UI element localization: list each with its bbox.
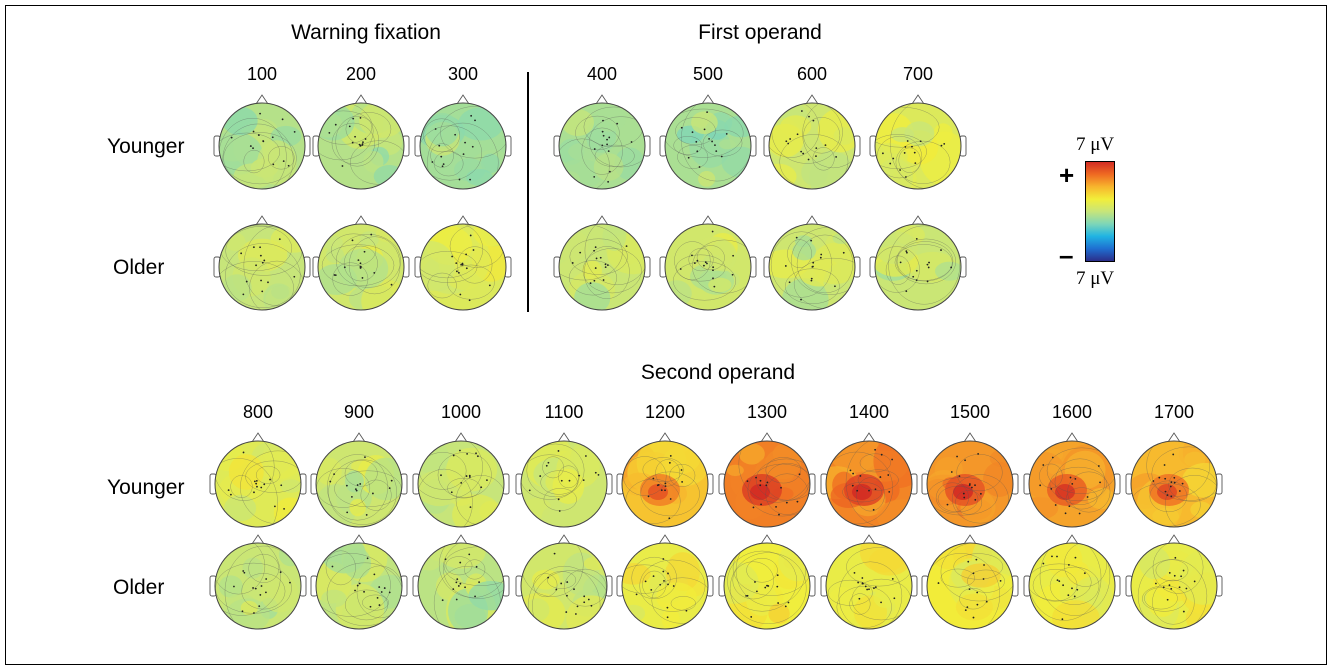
scalp-map (659, 215, 757, 311)
nose-icon (701, 215, 715, 226)
time-label: 1400 (848, 402, 890, 422)
nose-icon (557, 432, 571, 443)
scalp-map (921, 534, 1019, 630)
minus-symbol: – (1059, 240, 1074, 270)
nose-icon (354, 94, 368, 105)
time-label: 1700 (1153, 402, 1195, 422)
nose-icon (963, 432, 977, 443)
nose-icon (454, 534, 468, 545)
time-label: 1000 (440, 402, 482, 422)
section-divider (527, 72, 529, 312)
title-warning-fixation: Warning fixation (291, 21, 441, 44)
time-label: 500 (692, 64, 724, 84)
nose-icon (251, 432, 265, 443)
nose-icon (354, 215, 368, 226)
nose-icon (251, 534, 265, 545)
colorbar (1085, 161, 1115, 262)
scalp-map (209, 534, 307, 630)
scalp-map (869, 215, 967, 311)
time-label: 600 (796, 64, 828, 84)
nose-icon (862, 432, 876, 443)
scalp-map (763, 215, 861, 311)
time-label: 800 (242, 402, 274, 422)
scalp-map (213, 94, 311, 190)
nose-icon (805, 94, 819, 105)
nose-icon (255, 94, 269, 105)
nose-icon (1065, 432, 1079, 443)
nose-icon (760, 432, 774, 443)
nose-icon (352, 432, 366, 443)
scalp-map (820, 534, 918, 630)
scalp-map (515, 534, 613, 630)
nose-icon (760, 534, 774, 545)
scalp-map (414, 215, 512, 311)
row-label-older: Older (113, 576, 165, 599)
nose-icon (911, 215, 925, 226)
scalp-map (820, 432, 918, 528)
title-second-operand: Second operand (640, 361, 796, 384)
scalp-map (310, 534, 408, 630)
scalp-map (763, 94, 861, 190)
nose-icon (805, 215, 819, 226)
scalp-map (1023, 432, 1121, 528)
scalp-map (412, 432, 510, 528)
nose-icon (862, 534, 876, 545)
time-label: 100 (246, 64, 278, 84)
row-label-younger: Younger (107, 135, 185, 158)
nose-icon (1065, 534, 1079, 545)
time-label: 1200 (644, 402, 686, 422)
time-label: 200 (345, 64, 377, 84)
scalp-map (616, 432, 714, 528)
nose-icon (1167, 534, 1181, 545)
scalp-map (1125, 534, 1223, 630)
nose-icon (1167, 432, 1181, 443)
row-label-older: Older (113, 256, 165, 279)
time-label: 1300 (746, 402, 788, 422)
time-label: 700 (902, 64, 934, 84)
colorbar-bottom-label: 7 μV (1076, 268, 1115, 289)
scalp-map (213, 215, 311, 311)
scalp-map (921, 432, 1019, 528)
plus-symbol: + (1059, 160, 1075, 190)
nose-icon (352, 534, 366, 545)
scalp-map (312, 215, 410, 311)
scalp-map (659, 94, 757, 190)
time-label: 900 (343, 402, 375, 422)
nose-icon (911, 94, 925, 105)
scalp-map (312, 94, 410, 190)
scalp-map (414, 94, 512, 190)
time-label: 1500 (949, 402, 991, 422)
scalp-map (515, 432, 613, 528)
scalp-map (209, 432, 307, 528)
time-label: 1600 (1051, 402, 1093, 422)
nose-icon (658, 432, 672, 443)
nose-icon (701, 94, 715, 105)
nose-icon (255, 215, 269, 226)
scalp-map (1023, 534, 1121, 630)
scalp-map (553, 94, 651, 190)
scalp-map (310, 432, 408, 528)
nose-icon (456, 215, 470, 226)
row-label-younger: Younger (107, 476, 185, 499)
nose-icon (658, 534, 672, 545)
scalp-maps (209, 94, 1223, 630)
colorbar-top-label: 7 μV (1076, 134, 1115, 155)
nose-icon (595, 215, 609, 226)
scalp-map (718, 534, 816, 630)
nose-icon (963, 534, 977, 545)
scalp-map (718, 432, 816, 528)
scalp-map (869, 94, 967, 190)
nose-icon (454, 432, 468, 443)
time-label: 400 (586, 64, 618, 84)
nose-icon (595, 94, 609, 105)
title-first-operand: First operand (698, 21, 822, 44)
nose-icon (557, 534, 571, 545)
nose-icon (456, 94, 470, 105)
scalp-map (412, 534, 510, 630)
time-label: 1100 (544, 402, 584, 422)
scalp-map (1125, 432, 1223, 528)
scalp-map (553, 215, 651, 311)
scalp-map (616, 534, 714, 630)
time-label: 300 (447, 64, 479, 84)
